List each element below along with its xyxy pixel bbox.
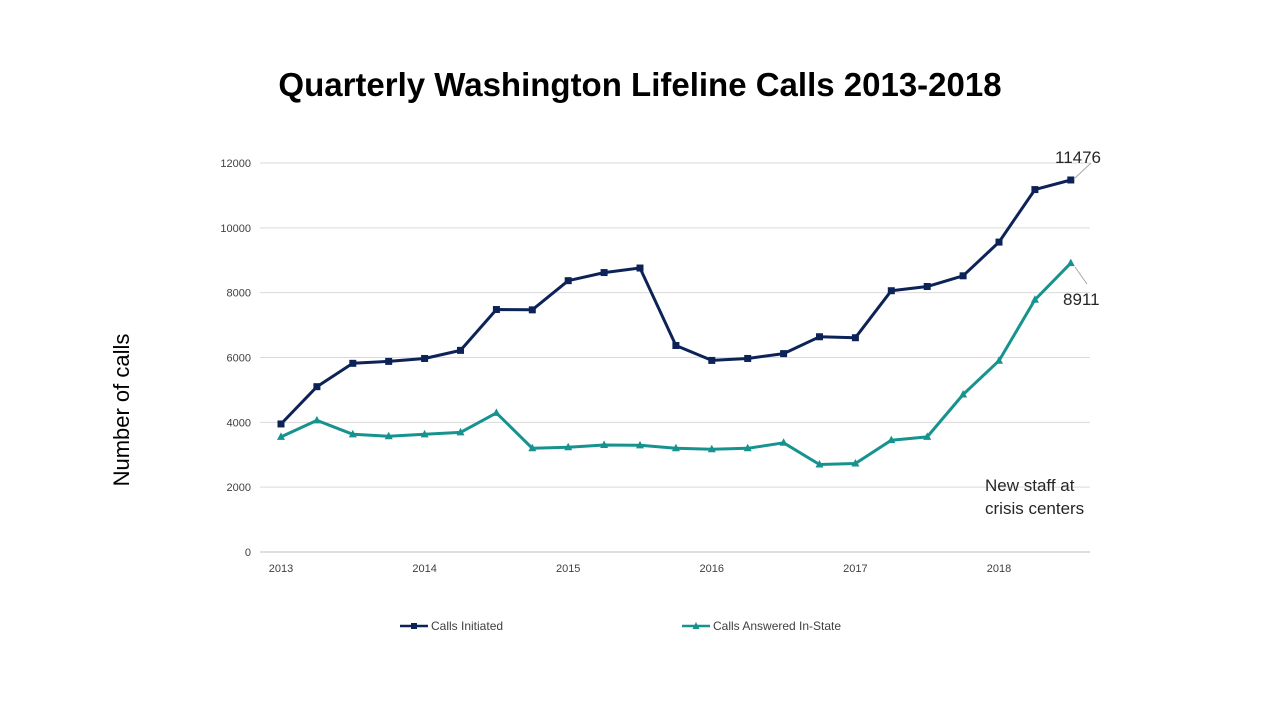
legend: Calls Initiated Calls Answered In-State [400, 619, 841, 633]
gridlines [260, 162, 1090, 553]
y-tick-label: 12000 [220, 158, 251, 170]
annotation-leader-answered [1074, 266, 1088, 285]
data-point-2 [959, 389, 968, 398]
data-point-2 [456, 427, 465, 436]
data-point-2 [815, 459, 824, 468]
legend-label-1: Calls Initiated [431, 619, 503, 633]
data-point-1 [564, 277, 572, 285]
y-tick-label: 10000 [220, 223, 251, 235]
data-point-2 [1066, 258, 1075, 267]
annotations: 11476 8911 New staff at crisis centers [985, 148, 1101, 518]
data-point-2 [600, 440, 609, 449]
data-point-1 [851, 334, 859, 342]
x-tick-label: 2016 [700, 563, 724, 575]
x-tick-label: 2018 [987, 563, 1011, 575]
y-tick-label: 8000 [227, 288, 251, 300]
annotation-leader-initiated [1074, 162, 1092, 179]
legend-label-2: Calls Answered In-State [713, 619, 841, 633]
data-point-1 [1067, 176, 1075, 184]
data-point-2 [636, 440, 644, 449]
y-axis-ticks: 0 2000 4000 6000 8000 10000 12000 [220, 158, 251, 559]
data-point-2 [384, 431, 393, 440]
annotation-note-line1: New staff at [985, 476, 1075, 495]
x-tick-label: 2015 [556, 563, 580, 575]
data-point-1 [780, 350, 788, 358]
data-point-2 [671, 443, 680, 452]
data-point-1 [457, 346, 464, 354]
data-point-1 [492, 306, 500, 314]
x-tick-label: 2014 [412, 563, 436, 575]
annotation-last-answered: 8911 [1063, 290, 1100, 309]
data-point-1 [385, 357, 393, 365]
x-axis-ticks: 2013 2014 2015 2016 2017 2018 [269, 563, 1011, 575]
data-point-1 [1031, 186, 1039, 194]
y-tick-label: 0 [245, 547, 251, 559]
series-lines [277, 176, 1075, 468]
data-point-1 [708, 356, 716, 364]
data-point-2 [707, 444, 716, 453]
x-tick-label: 2017 [843, 563, 867, 575]
data-point-1 [672, 342, 680, 350]
data-point-1 [313, 383, 321, 391]
data-point-2 [564, 442, 573, 451]
data-point-2 [851, 459, 860, 467]
data-point-2 [923, 432, 932, 440]
data-point-1 [887, 287, 895, 295]
y-tick-label: 2000 [227, 482, 251, 494]
data-point-2 [277, 432, 285, 440]
data-point-2 [1030, 295, 1039, 303]
data-point-2 [348, 429, 357, 438]
data-point-1 [816, 333, 823, 341]
legend-marker-2 [692, 622, 700, 629]
data-point-1 [600, 269, 608, 277]
data-point-1 [995, 238, 1003, 246]
series-line-1 [279, 178, 1072, 426]
annotation-last-initiated: 11476 [1055, 148, 1101, 167]
y-tick-label: 4000 [227, 417, 251, 429]
data-point-1 [923, 283, 931, 291]
data-point-1 [959, 272, 967, 280]
data-point-1 [528, 306, 536, 314]
data-point-1 [421, 354, 429, 362]
data-point-2 [779, 438, 788, 446]
data-point-2 [528, 443, 537, 452]
data-point-2 [743, 443, 752, 452]
data-point-1 [636, 264, 644, 272]
data-point-1 [277, 420, 285, 428]
legend-marker-1 [411, 623, 417, 629]
y-tick-label: 6000 [227, 353, 251, 365]
data-point-2 [492, 408, 501, 416]
x-tick-label: 2013 [269, 563, 293, 575]
series-line-2 [280, 262, 1072, 466]
data-point-2 [995, 356, 1003, 364]
data-point-1 [349, 359, 357, 367]
data-point-1 [744, 354, 752, 362]
data-point-2 [312, 415, 321, 424]
chart-title: Quarterly Washington Lifeline Calls 2013… [278, 66, 1002, 103]
data-point-2 [420, 429, 429, 438]
annotation-note-line2: crisis centers [985, 499, 1084, 518]
data-point-2 [887, 435, 896, 444]
